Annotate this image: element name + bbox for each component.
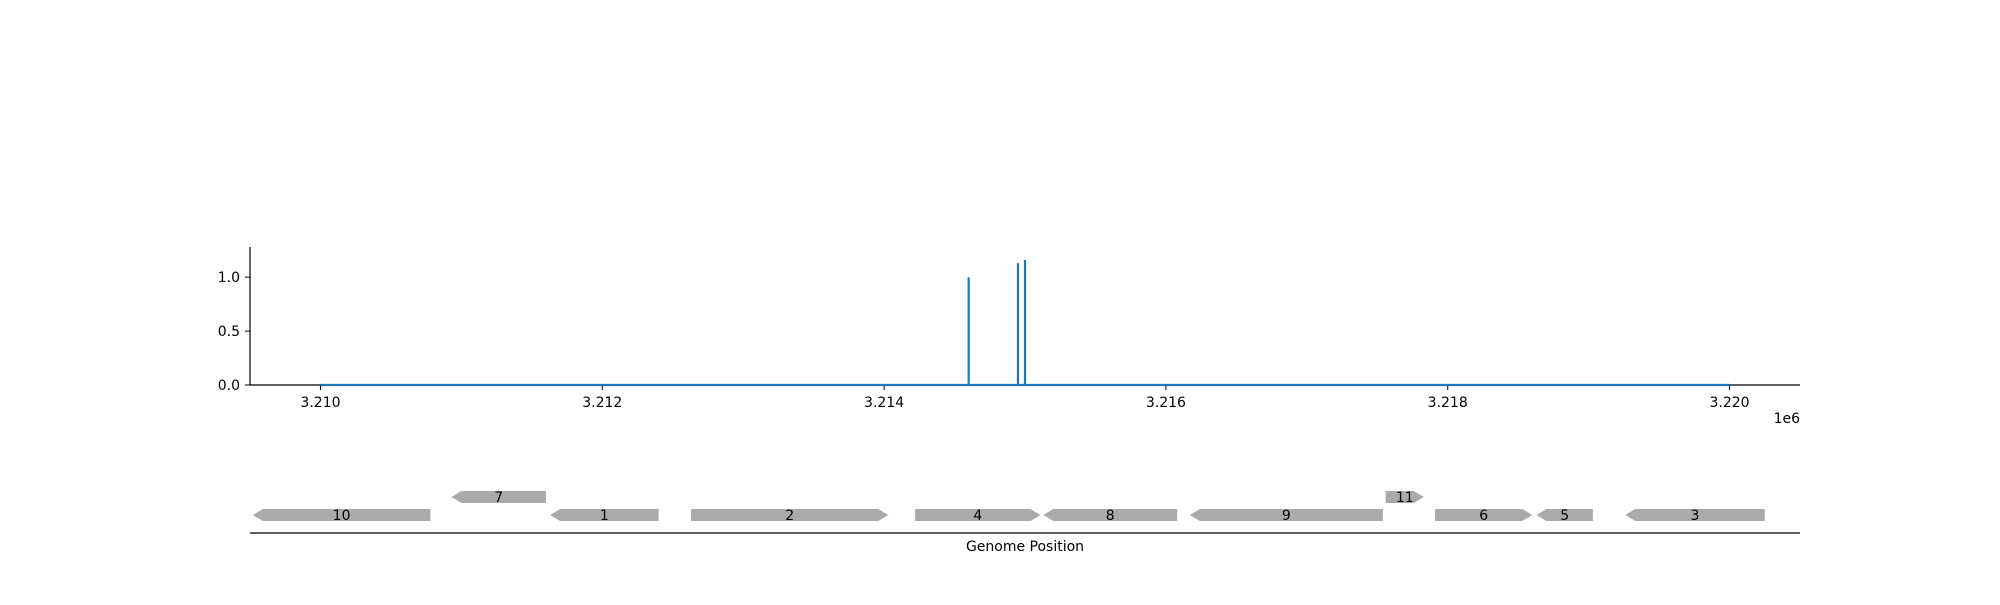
gene-label: 3 <box>1691 508 1700 524</box>
x-tick-label: 3.212 <box>582 395 622 411</box>
gene-label: 9 <box>1282 508 1291 524</box>
gene-arrow <box>550 509 659 521</box>
gene-arrow <box>691 509 889 521</box>
x-axis-title: Genome Position <box>966 539 1084 555</box>
x-tick-label: 3.218 <box>1428 395 1468 411</box>
coverage-series-line <box>320 259 1730 387</box>
gene-label: 4 <box>973 508 982 524</box>
gene-label: 11 <box>1396 490 1414 506</box>
gene-label: 2 <box>785 508 794 524</box>
gene-arrow <box>1435 509 1533 521</box>
x-tick-label: 3.220 <box>1709 395 1749 411</box>
coverage-plot: 3.210 3.212 3.214 3.216 3.218 3.220 0.0 0.5 1.0 <box>218 247 1800 411</box>
gene-arrow <box>915 509 1041 521</box>
x-tick-label: 3.210 <box>300 395 340 411</box>
x-tick-label: 3.214 <box>864 395 904 411</box>
gene-label: 5 <box>1560 508 1569 524</box>
y-tick-label: 0.5 <box>218 324 240 340</box>
gene-arrow <box>451 491 546 503</box>
gene-track: 10 7 1 2 4 8 9 11 6 5 3 <box>250 490 1800 534</box>
gene-arrow <box>1536 509 1593 521</box>
gene-label: 7 <box>494 490 503 506</box>
gene-arrow <box>1043 509 1178 521</box>
gene-label: 6 <box>1479 508 1488 524</box>
x-tick-label: 3.216 <box>1146 395 1186 411</box>
y-tick-label: 0.0 <box>218 378 240 394</box>
gene-arrow <box>1189 509 1383 521</box>
gene-label: 8 <box>1106 508 1115 524</box>
x-axis-offset-label: 1e6 <box>1774 411 1801 427</box>
gene-label: 1 <box>600 508 609 524</box>
gene-arrow <box>1385 491 1424 503</box>
y-tick-label: 1.0 <box>218 270 240 286</box>
gene-arrow <box>252 509 431 521</box>
gene-label: 10 <box>333 508 351 524</box>
gene-arrow <box>1625 509 1765 521</box>
